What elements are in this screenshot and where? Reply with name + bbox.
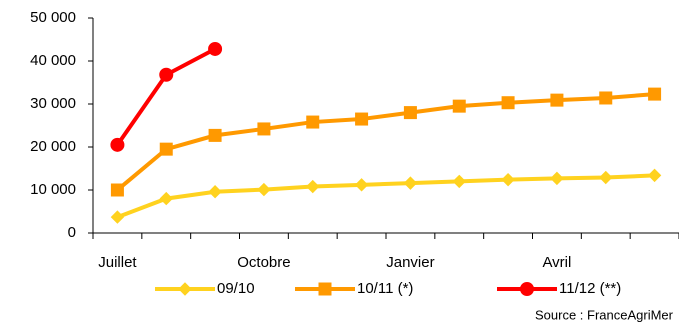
data-point [599, 91, 613, 105]
data-point [208, 41, 223, 56]
legend-marker [318, 282, 332, 296]
x-tick-label: Janvier [386, 254, 434, 271]
legend-marker [520, 282, 534, 296]
legend-label: 11/12 (**) [559, 280, 621, 297]
y-tick-label: 10 000 [30, 181, 76, 198]
data-point [452, 174, 466, 189]
series-line [116, 92, 655, 192]
data-point [306, 115, 320, 129]
y-tick-label: 20 000 [30, 138, 76, 155]
data-point [501, 96, 515, 110]
y-tick-label: 0 [68, 224, 76, 241]
legend-label: 09/10 [217, 280, 255, 297]
data-point [647, 168, 662, 183]
y-tick-label: 50 000 [30, 9, 76, 26]
legend-label: 10/11 (*) [357, 280, 413, 297]
data-point [550, 171, 564, 186]
series-line [116, 173, 655, 219]
data-point [257, 182, 271, 197]
y-tick-label: 30 000 [30, 95, 76, 112]
data-point [208, 128, 222, 142]
data-point [159, 142, 173, 156]
legend-marker [178, 282, 192, 296]
x-tick-label: Octobre [237, 254, 290, 271]
source: Source : FranceAgriMer [535, 307, 674, 322]
series-line [115, 47, 217, 146]
data-point [550, 93, 564, 107]
data-point [110, 183, 124, 197]
data-point [403, 176, 418, 190]
x-tick-label: Avril [542, 254, 571, 271]
data-point [110, 137, 125, 152]
data-point [110, 210, 125, 224]
data-point [208, 185, 222, 199]
data-point [355, 112, 369, 126]
data-point [599, 170, 613, 185]
data-point [452, 99, 466, 113]
data-point [648, 87, 662, 101]
data-point [159, 67, 174, 82]
data-point [257, 122, 271, 136]
data-point [501, 172, 515, 187]
data-point [306, 179, 320, 194]
data-point [159, 191, 173, 206]
x-tick-label: Juillet [98, 254, 137, 271]
data-point [354, 178, 369, 192]
y-tick-label: 40 000 [30, 52, 76, 69]
data-point [403, 106, 417, 120]
